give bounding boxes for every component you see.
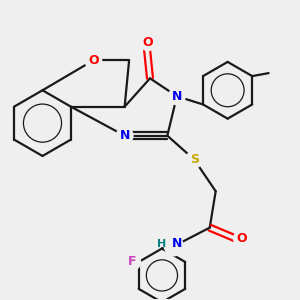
Circle shape xyxy=(140,34,156,51)
Text: O: O xyxy=(237,232,247,245)
Text: O: O xyxy=(142,36,153,49)
Text: O: O xyxy=(88,54,99,67)
Circle shape xyxy=(85,52,102,69)
Circle shape xyxy=(186,151,202,168)
Circle shape xyxy=(124,254,140,270)
Circle shape xyxy=(169,88,185,105)
Circle shape xyxy=(164,237,183,256)
Circle shape xyxy=(116,127,133,144)
Text: F: F xyxy=(128,256,136,268)
Text: N: N xyxy=(119,129,130,142)
Circle shape xyxy=(234,230,250,247)
Text: S: S xyxy=(190,153,199,166)
Text: N: N xyxy=(172,237,182,250)
Text: H: H xyxy=(157,239,167,249)
Text: N: N xyxy=(172,90,182,103)
